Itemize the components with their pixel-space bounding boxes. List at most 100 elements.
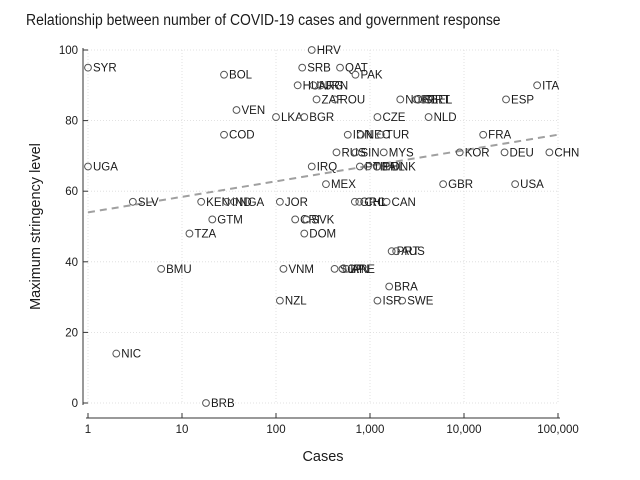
data-point xyxy=(373,113,382,121)
data-point xyxy=(272,113,280,121)
data-point-label: KOR xyxy=(465,147,490,159)
data-point-label: CRI xyxy=(300,214,320,226)
data-point xyxy=(202,399,210,407)
data-point-label: SWE xyxy=(407,296,434,308)
data-point-label: VNM xyxy=(288,264,314,276)
data-point-label: LKA xyxy=(281,112,303,124)
data-point xyxy=(322,180,330,189)
data-point xyxy=(232,106,241,114)
x-tick-label: 10,000 xyxy=(446,424,481,436)
data-point xyxy=(396,95,405,104)
data-point xyxy=(545,148,554,157)
x-axis-title: Cases xyxy=(302,449,343,465)
data-point xyxy=(220,130,228,139)
data-point xyxy=(330,264,339,273)
data-point-label: CHL xyxy=(364,197,388,209)
y-tick-label: 100 xyxy=(59,45,78,57)
data-point xyxy=(376,130,385,139)
data-point xyxy=(424,113,433,121)
data-point-label: JRN xyxy=(326,80,348,92)
data-point xyxy=(418,95,427,104)
data-point-label: CAN xyxy=(392,197,416,209)
data-point xyxy=(128,197,137,206)
x-tick-label: 1,000 xyxy=(356,424,385,436)
data-point xyxy=(392,247,401,256)
data-point xyxy=(309,81,318,90)
data-point xyxy=(157,264,166,273)
data-point xyxy=(373,296,382,305)
data-point-label: BGR xyxy=(309,112,334,124)
data-point xyxy=(342,264,351,273)
data-point-label: NZL xyxy=(285,296,307,308)
data-point xyxy=(355,197,364,206)
data-point-label: MYS xyxy=(389,147,414,159)
data-point-label: SIN xyxy=(360,147,379,159)
data-point-label: TUR xyxy=(386,130,410,142)
x-tick-label: 100,000 xyxy=(537,424,579,436)
data-point xyxy=(275,197,284,206)
data-point xyxy=(336,63,344,72)
data-point xyxy=(338,264,347,273)
data-point xyxy=(330,95,339,104)
data-point-label: UGA xyxy=(93,161,118,173)
data-point-label: COD xyxy=(229,130,255,142)
data-point xyxy=(455,148,464,157)
data-point-label: SVK xyxy=(311,214,334,226)
data-point xyxy=(300,113,309,121)
data-point xyxy=(351,70,360,79)
data-point xyxy=(356,130,365,139)
y-tick-label: 40 xyxy=(65,257,78,269)
data-point-label: BEL xyxy=(431,94,453,106)
data-point xyxy=(312,95,321,104)
data-point-label: IRQ xyxy=(317,161,338,173)
trendline-layer xyxy=(87,133,559,214)
data-point xyxy=(222,197,231,206)
data-point-label: JOR xyxy=(285,197,308,209)
axes: 0 20 40 60 80 100 1 10 100 1,000 10,000 100,000 xyxy=(59,45,579,436)
data-point-label: NEC xyxy=(366,130,390,142)
data-point xyxy=(316,81,325,90)
y-tick-label: 80 xyxy=(65,116,78,128)
data-point xyxy=(355,162,364,171)
data-point-label: NGA xyxy=(239,197,264,209)
data-point xyxy=(298,63,307,72)
data-point xyxy=(382,197,391,206)
data-point-label: ISL xyxy=(421,94,439,106)
data-point-label: PAK xyxy=(360,70,382,82)
data-point xyxy=(302,215,311,224)
data-point-label: NOR xyxy=(405,94,431,106)
trendline xyxy=(87,133,559,214)
data-point xyxy=(421,95,430,104)
data-point-label: BOL xyxy=(229,70,253,82)
data-point xyxy=(398,296,407,305)
data-point xyxy=(343,130,352,139)
data-point xyxy=(293,81,302,90)
data-point-label: JPN xyxy=(348,264,370,276)
data-point xyxy=(208,215,217,224)
data-point xyxy=(220,70,228,79)
data-point-label: RUS xyxy=(341,147,366,159)
data-point xyxy=(533,81,542,90)
data-point-label: USA xyxy=(520,179,544,191)
y-axis-title: Maximum stringency level xyxy=(28,143,44,310)
data-point-label: DOM xyxy=(309,229,336,241)
x-tick-label: 10 xyxy=(176,424,189,436)
data-point xyxy=(351,148,360,157)
data-point-label: NLD xyxy=(434,112,457,124)
data-point-label: GTM xyxy=(217,214,243,226)
data-point-label: AUS xyxy=(401,246,425,258)
data-point-label: DEU xyxy=(510,147,534,159)
data-point xyxy=(307,46,316,54)
data-point-label: CZE xyxy=(382,112,405,124)
data-point xyxy=(84,63,92,72)
data-point-label: ARG xyxy=(318,80,343,92)
data-point xyxy=(412,95,421,104)
data-point-label: HUN xyxy=(303,80,328,92)
data-point-label: SLV xyxy=(138,197,159,209)
data-point-label: GBR xyxy=(448,179,473,191)
data-point-label: ARE xyxy=(351,264,375,276)
data-point-label: THA xyxy=(373,161,396,173)
data-point-label: SYR xyxy=(93,63,117,75)
